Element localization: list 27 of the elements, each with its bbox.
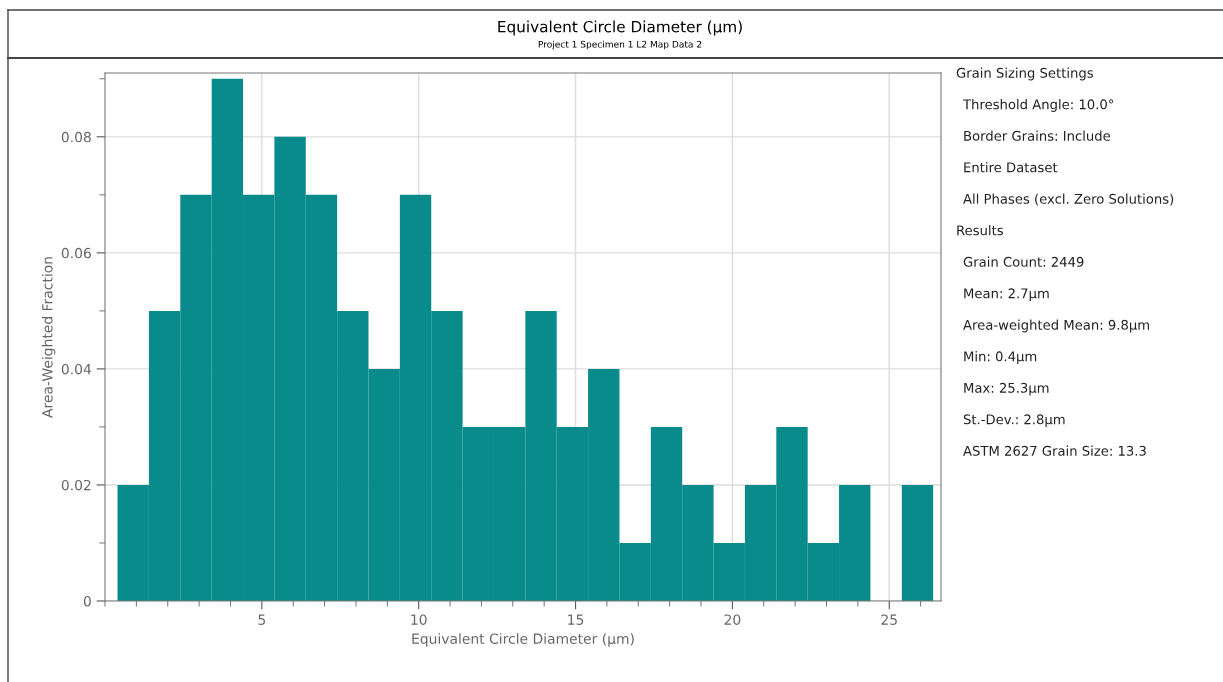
x-tick-label: 5 — [258, 614, 266, 625]
y-tick-label: 0.04 — [61, 363, 92, 375]
x-axis-title: Equivalent Circle Diameter (µm) — [412, 633, 634, 647]
x-tick-label: 10 — [411, 614, 427, 625]
text: ASTM 2627 Grain Size: 13.3 — [963, 445, 1146, 456]
chart-subtitle: Project 1 Specimen 1 L2 Map Data 2 — [538, 40, 702, 50]
text: All Phases (excl. Zero Solutions) — [963, 193, 1174, 206]
x-tick-label: 15 — [568, 614, 584, 625]
text: Grain Sizing Settings — [956, 67, 1093, 81]
text: Entire Dataset — [964, 162, 1058, 173]
text: Border Grains: Include — [964, 130, 1111, 141]
text: Min: 0.4µm — [964, 351, 1037, 364]
x-tick-label: 20 — [724, 614, 741, 625]
y-axis-title: Area-Weighted Fraction — [41, 257, 56, 418]
y-tick-label: 0 — [83, 595, 91, 607]
text: Area-weighted Mean: 9.8µm — [963, 319, 1149, 333]
y-tick-label: 0.08 — [61, 131, 91, 143]
y-tick-label: 0.06 — [61, 247, 91, 259]
text: Mean: 2.7µm — [964, 288, 1049, 301]
text: St.-Dev.: 2.8µm — [963, 414, 1065, 427]
text: Grain Count: 2449 — [963, 256, 1084, 267]
chart-title: Equivalent Circle Diameter (µm) — [498, 20, 742, 36]
text: Results — [957, 225, 1003, 236]
y-tick-label: 0.02 — [61, 479, 91, 491]
x-tick-label: 25 — [881, 614, 897, 625]
text: Threshold Angle: 10.0° — [962, 99, 1114, 112]
text: Max: 25.3µm — [964, 382, 1049, 396]
